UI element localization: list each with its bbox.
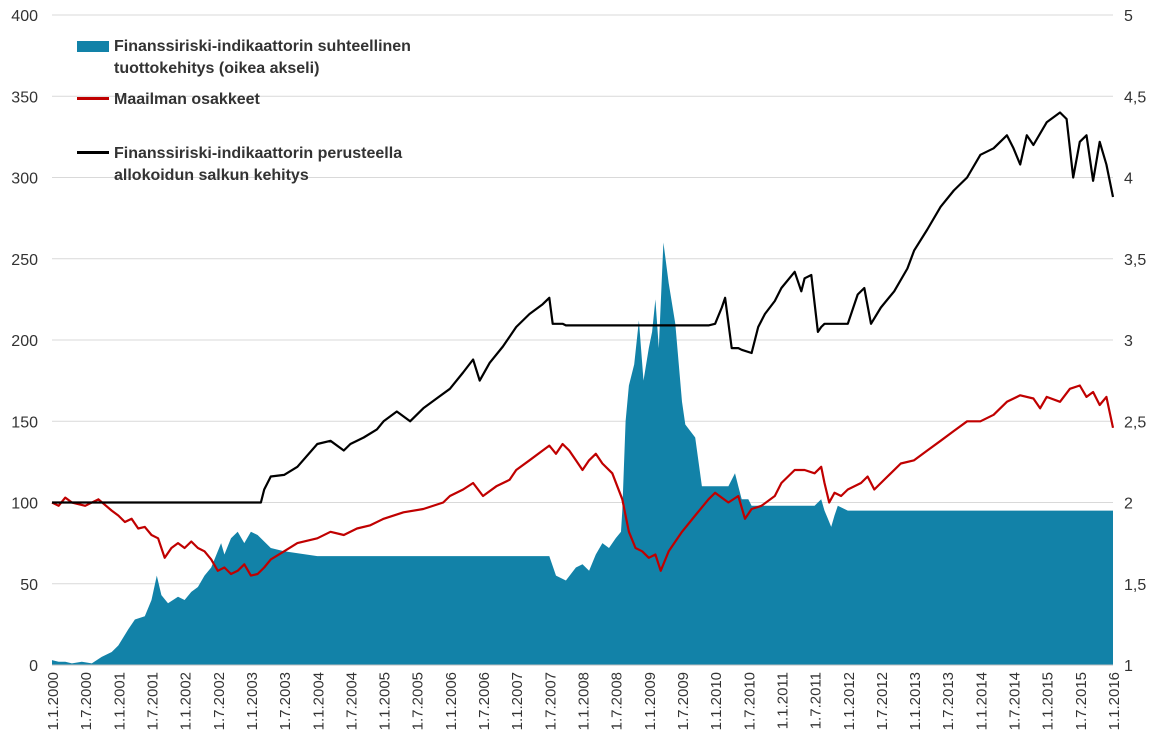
x-tick-label: 1.1.2014 xyxy=(973,672,990,730)
x-tick-label: 1.7.2004 xyxy=(343,672,360,730)
x-tick-label: 1.7.2002 xyxy=(211,672,228,730)
x-tick-label: 1.7.2010 xyxy=(741,672,758,730)
x-tick-label: 1.1.2009 xyxy=(642,672,659,730)
y-left-tick-label: 0 xyxy=(29,658,38,675)
x-tick-label: 1.1.2011 xyxy=(774,672,791,729)
x-tick-label: 1.7.2006 xyxy=(476,672,493,730)
x-tick-label: 1.7.2001 xyxy=(145,672,162,730)
area-series-layer xyxy=(52,242,1113,665)
legend-item-area: Finanssiriski-indikaattorin suhteellinen… xyxy=(77,38,411,77)
x-tick-label: 1.7.2015 xyxy=(1073,672,1090,730)
x-tick-label: 1.1.2004 xyxy=(310,672,327,730)
x-tick-label: 1.7.2014 xyxy=(1007,672,1024,730)
x-tick-label: 1.1.2003 xyxy=(244,672,261,730)
x-tick-label: 1.7.2012 xyxy=(874,672,891,730)
legend-label-area-line1: Finanssiriski-indikaattorin suhteellinen xyxy=(114,38,411,55)
legend-label-area-line2: tuottokehitys (oikea akseli) xyxy=(114,60,319,77)
legend-label-world-stocks: Maailman osakkeet xyxy=(114,91,261,108)
y-left-tick-label: 200 xyxy=(11,333,38,350)
x-tick-label: 1.1.2007 xyxy=(509,672,526,730)
legend: Finanssiriski-indikaattorin suhteellinen… xyxy=(77,38,411,184)
legend-swatch-portfolio xyxy=(77,151,109,154)
y-right-tick-label: 3 xyxy=(1124,333,1133,350)
legend-item-world-stocks: Maailman osakkeet xyxy=(77,91,261,108)
x-tick-label: 1.1.2002 xyxy=(178,672,195,730)
y-left-tick-label: 50 xyxy=(20,577,38,594)
y-left-axis: 0 50 100 150 200 250 300 350 400 xyxy=(11,8,38,675)
x-tick-label: 1.1.2001 xyxy=(111,672,128,730)
y-right-tick-label: 4 xyxy=(1124,171,1133,188)
y-right-tick-label: 2 xyxy=(1124,496,1133,513)
legend-swatch-area xyxy=(77,41,109,52)
line-series-layer xyxy=(51,111,1115,577)
x-tick-label: 1.1.2012 xyxy=(841,672,858,730)
x-tick-label: 1.7.2003 xyxy=(277,672,294,730)
x-tick-label: 1.1.2006 xyxy=(443,672,460,730)
x-tick-label: 1.1.2013 xyxy=(907,672,924,730)
x-tick-label: 1.1.2008 xyxy=(576,672,593,730)
x-tick-label: 1.7.2009 xyxy=(675,672,692,730)
legend-label-portfolio-line1: Finanssiriski-indikaattorin perusteella xyxy=(114,145,402,162)
x-tick-label: 1.7.2000 xyxy=(78,672,95,730)
x-tick-label: 1.1.2016 xyxy=(1106,672,1123,730)
line-series-world-stocks xyxy=(51,384,1115,577)
line-series-portfolio xyxy=(52,111,1115,504)
y-right-tick-label: 2,5 xyxy=(1124,414,1146,431)
y-left-tick-label: 100 xyxy=(11,496,38,513)
x-tick-label: 1.7.2005 xyxy=(410,672,427,730)
x-tick-label: 1.7.2011 xyxy=(808,672,825,729)
y-right-tick-label: 4,5 xyxy=(1124,89,1146,106)
y-right-tick-label: 1,5 xyxy=(1124,577,1146,594)
y-right-tick-label: 5 xyxy=(1124,8,1133,25)
y-right-axis: 1 1,5 2 2,5 3 3,5 4 4,5 5 xyxy=(1124,8,1146,675)
x-tick-label: 1.7.2008 xyxy=(609,672,626,730)
y-right-tick-label: 3,5 xyxy=(1124,252,1146,269)
y-left-tick-label: 150 xyxy=(11,414,38,431)
area-series-relative-return xyxy=(52,242,1113,665)
legend-label-portfolio-line2: allokoidun salkun kehitys xyxy=(114,167,309,184)
x-tick-label: 1.1.2010 xyxy=(708,672,725,730)
legend-swatch-world-stocks xyxy=(77,97,109,100)
x-tick-label: 1.7.2007 xyxy=(542,672,559,730)
x-tick-label: 1.7.2013 xyxy=(940,672,957,730)
legend-item-portfolio: Finanssiriski-indikaattorin perusteella … xyxy=(77,145,402,184)
x-tick-label: 1.1.2005 xyxy=(377,672,394,730)
y-left-tick-label: 400 xyxy=(11,8,38,25)
x-tick-label: 1.1.2000 xyxy=(45,672,62,730)
x-tick-label: 1.1.2015 xyxy=(1040,672,1057,730)
y-left-tick-label: 300 xyxy=(11,171,38,188)
y-left-tick-label: 250 xyxy=(11,252,38,269)
y-left-tick-label: 350 xyxy=(11,89,38,106)
y-right-tick-label: 1 xyxy=(1124,658,1133,675)
x-axis: 1.1.2000 1.7.2000 1.1.2001 1.7.2001 1.1.2002… xyxy=(45,664,1123,730)
